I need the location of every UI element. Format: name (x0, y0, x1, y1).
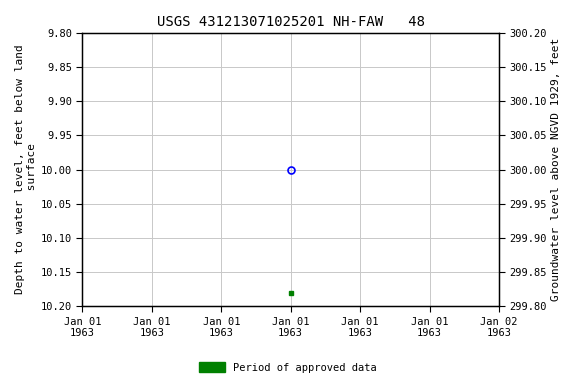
Y-axis label: Groundwater level above NGVD 1929, feet: Groundwater level above NGVD 1929, feet (551, 38, 561, 301)
Legend: Period of approved data: Period of approved data (195, 358, 381, 377)
Y-axis label: Depth to water level, feet below land
 surface: Depth to water level, feet below land su… (15, 45, 37, 295)
Title: USGS 431213071025201 NH-FAW   48: USGS 431213071025201 NH-FAW 48 (157, 15, 425, 29)
